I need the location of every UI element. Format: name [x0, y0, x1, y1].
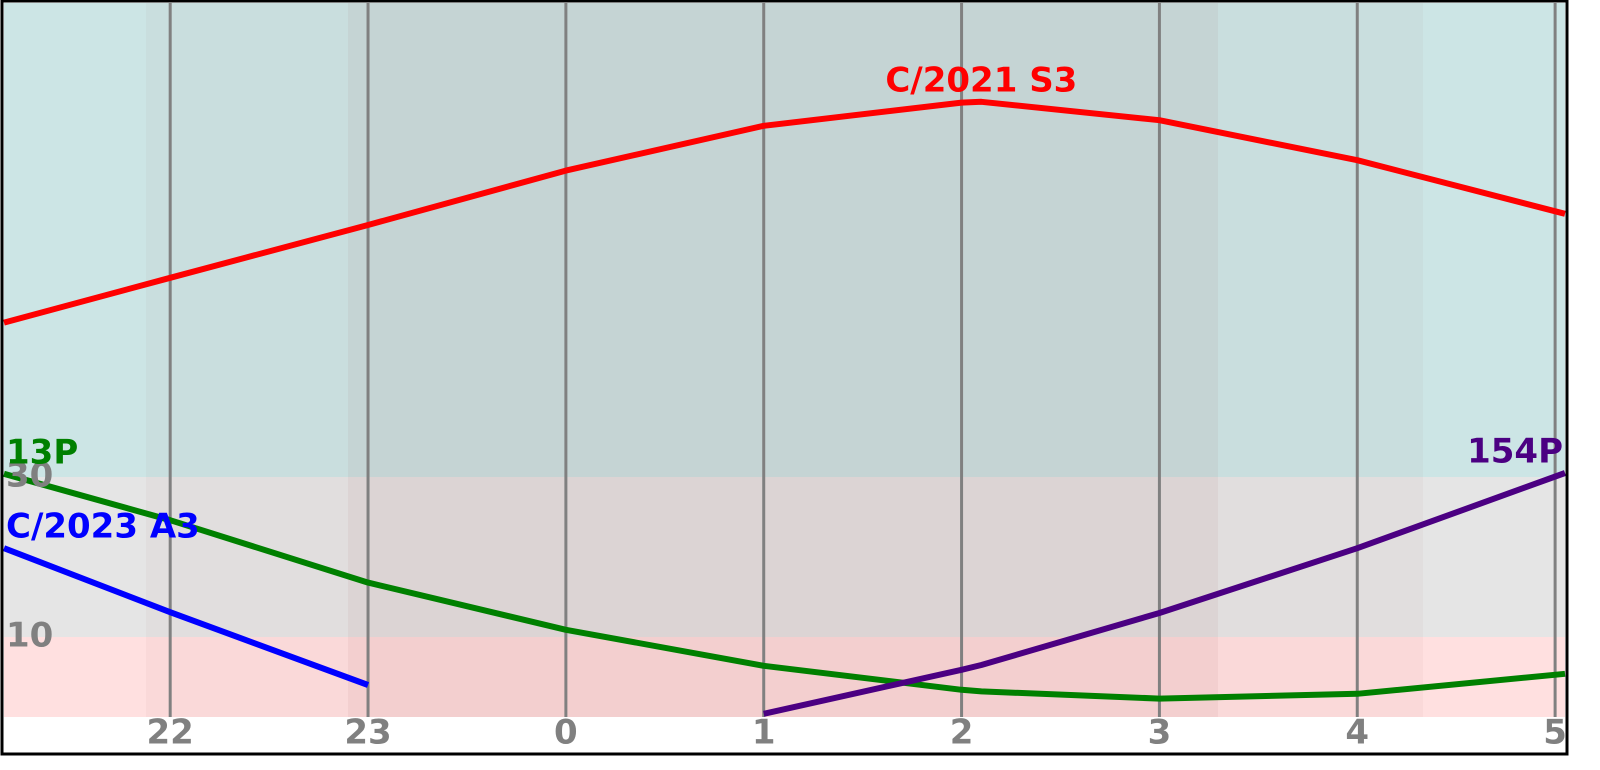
series-label: C/2021 S3 — [885, 60, 1077, 100]
series-label: 13P — [6, 432, 78, 472]
x-tick-label: 22 — [147, 713, 194, 753]
x-tick-label: 1 — [752, 713, 776, 753]
x-tick-label: 0 — [554, 713, 578, 753]
y-tick-label: 30 — [6, 456, 53, 496]
x-tick-label: 2 — [950, 713, 974, 753]
x-tick-label: 3 — [1148, 713, 1172, 753]
x-tick-label: 4 — [1345, 713, 1369, 753]
background — [4, 3, 1565, 717]
series-label: 154P — [1467, 432, 1563, 472]
series-label: C/2023 A3 — [6, 507, 200, 547]
series-line — [763, 470, 1567, 717]
series-line — [3, 98, 1566, 326]
series-line — [3, 470, 1566, 702]
series-line — [2, 545, 370, 688]
x-tick-label: 5 — [1543, 713, 1567, 753]
y-tick-label: 10 — [6, 616, 53, 656]
x-tick-label: 23 — [344, 713, 391, 753]
frame — [0, 0, 1569, 756]
